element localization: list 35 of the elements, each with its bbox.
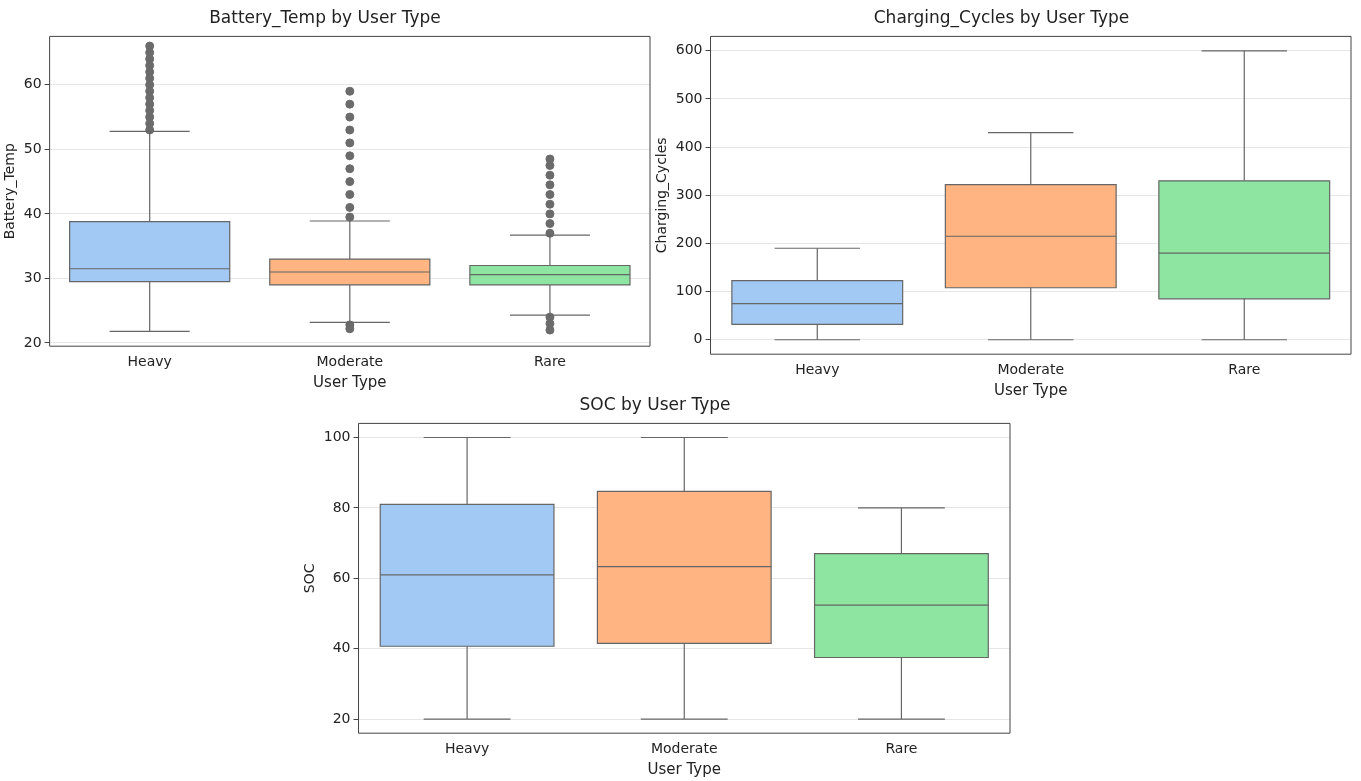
y-tick-label: 600 (675, 41, 703, 58)
y-tick-label: 20 (23, 333, 42, 350)
x-axis-title: User Type (647, 759, 721, 778)
y-tick-label: 100 (323, 428, 351, 445)
x-axis-title: User Type (994, 380, 1068, 399)
chart-title: Charging_Cycles by User Type (873, 6, 1130, 28)
chart-title: Battery_Temp by User Type (209, 6, 441, 28)
y-tick-label: 60 (332, 568, 351, 585)
y-axis-title: Battery_Temp (1, 143, 18, 240)
y-tick-label: 40 (332, 639, 351, 656)
y-tick-label: 300 (675, 185, 703, 202)
y-tick-label: 0 (693, 330, 703, 347)
y-tick-label: 80 (332, 498, 351, 515)
x-tick-label: Rare (533, 353, 566, 370)
x-tick-label: Rare (885, 740, 918, 757)
x-axis-title: User Type (313, 372, 387, 391)
y-tick-label: 500 (675, 89, 703, 106)
x-tick-label: Moderate (316, 353, 384, 370)
chart-title: SOC by User Type (579, 393, 731, 414)
x-tick-label: Moderate (997, 361, 1065, 378)
x-tick-label: Moderate (650, 740, 718, 757)
y-axis-title: Charging_Cycles (653, 137, 670, 254)
x-tick-label: Heavy (444, 740, 490, 757)
y-tick-label: 400 (675, 137, 703, 154)
y-tick-label: 50 (23, 139, 42, 156)
y-axis-title: SOC (301, 563, 318, 594)
y-tick-label: 30 (23, 269, 42, 286)
y-tick-label: 60 (23, 75, 42, 92)
y-tick-label: 100 (675, 282, 703, 299)
y-tick-label: 20 (332, 709, 351, 726)
y-tick-label: 200 (675, 234, 703, 251)
x-tick-label: Heavy (795, 361, 840, 378)
x-tick-label: Rare (1228, 361, 1261, 378)
y-tick-label: 40 (23, 204, 42, 221)
x-tick-label: Heavy (127, 353, 172, 370)
